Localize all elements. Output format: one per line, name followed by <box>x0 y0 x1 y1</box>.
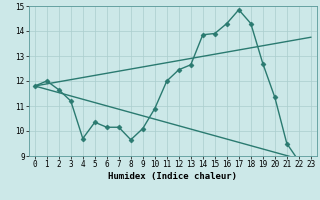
X-axis label: Humidex (Indice chaleur): Humidex (Indice chaleur) <box>108 172 237 181</box>
